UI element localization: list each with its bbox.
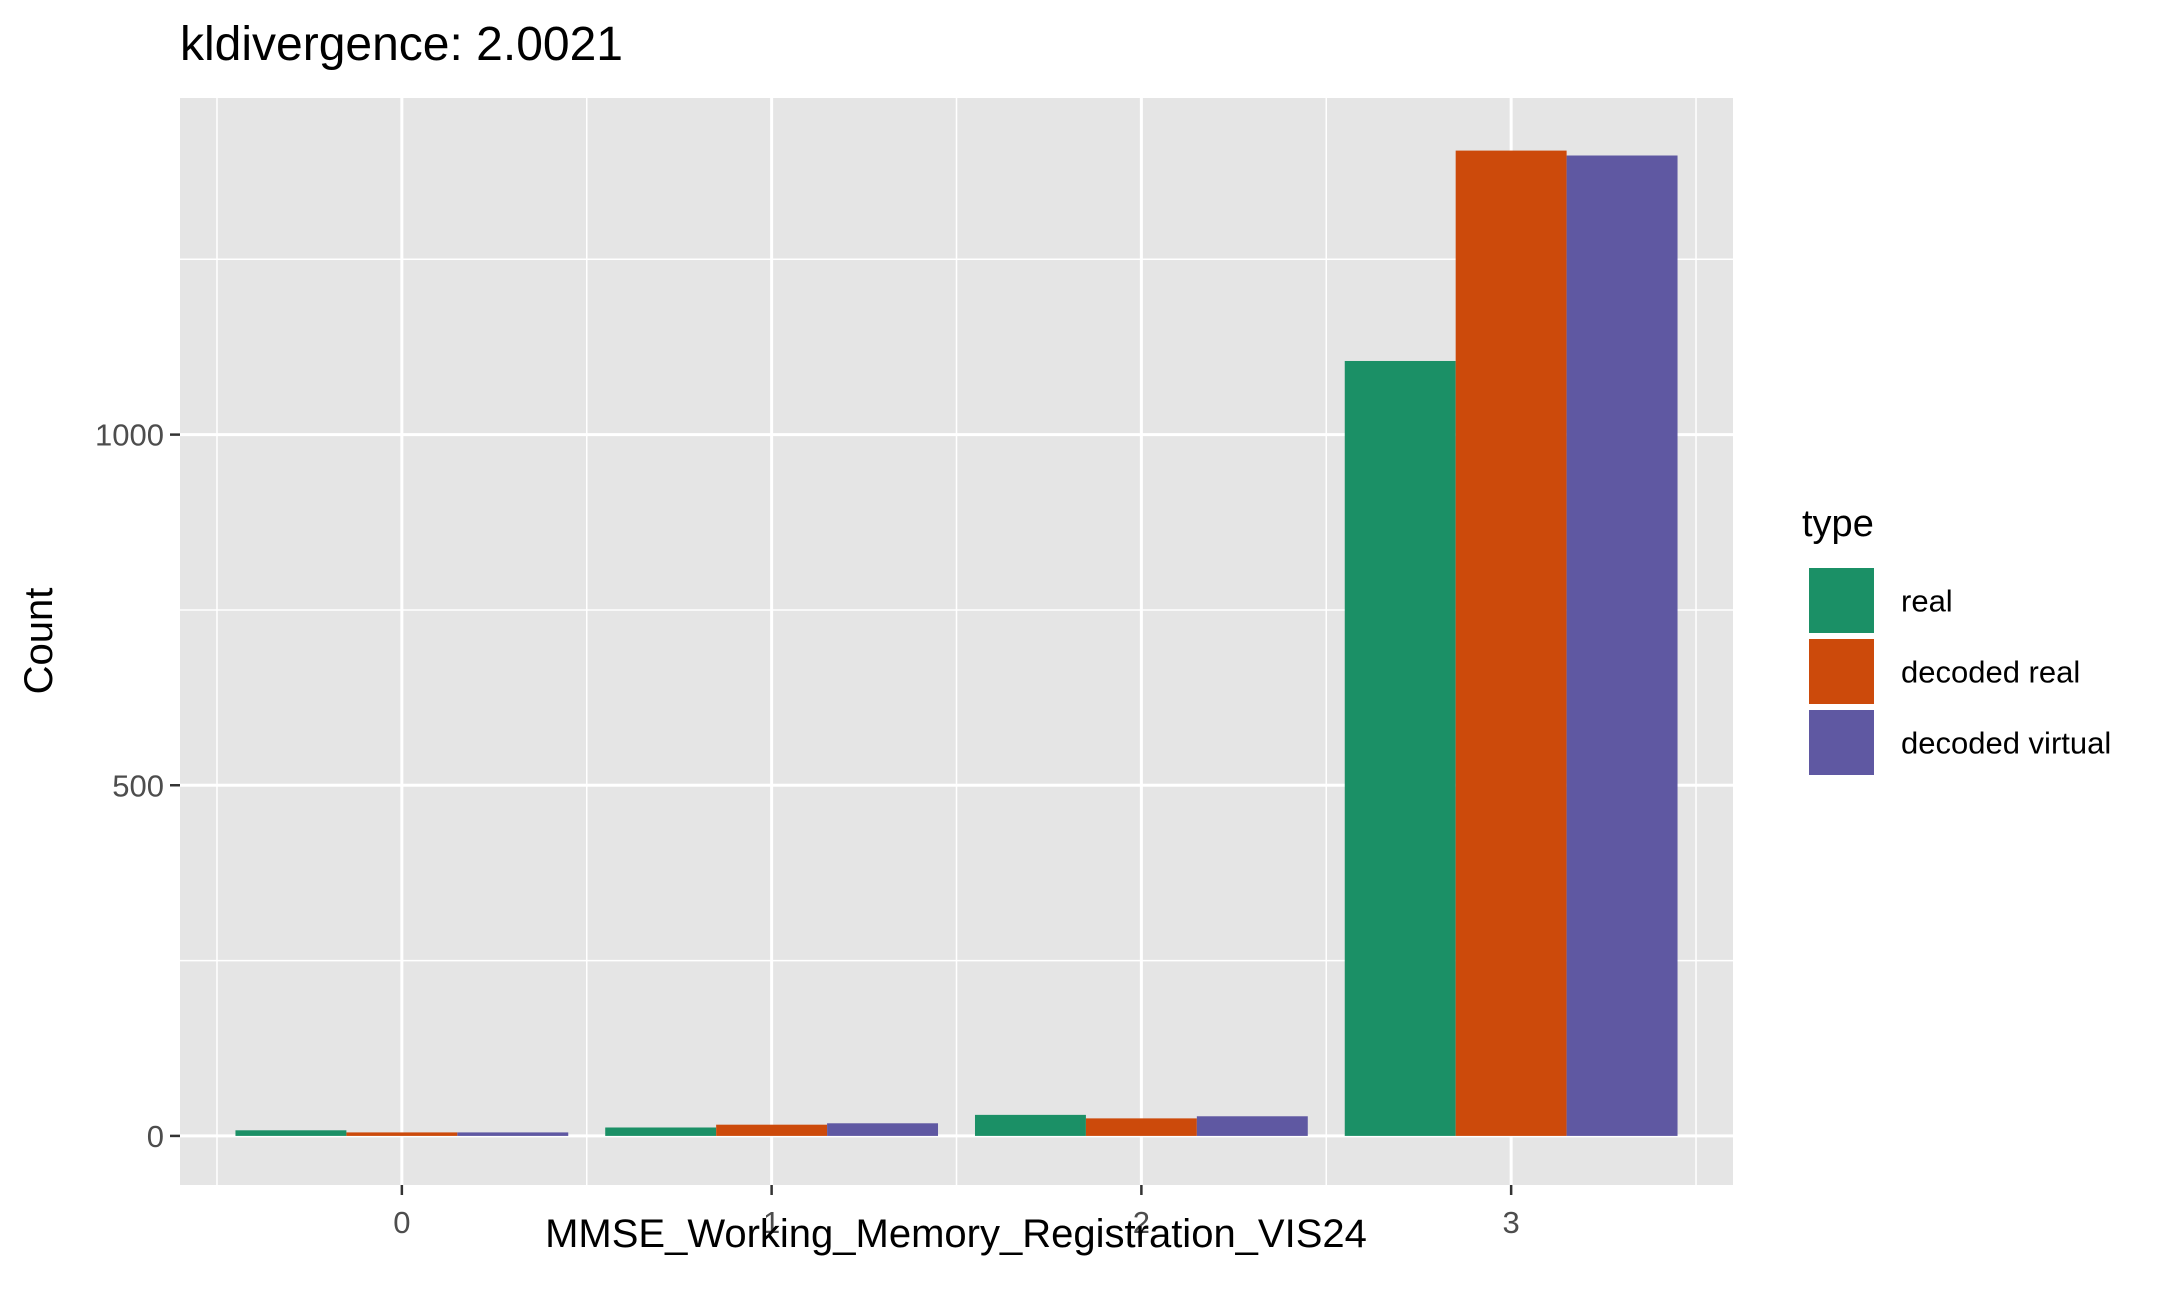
y-axis: 0 500 1000 [95, 418, 180, 1154]
legend-label: decoded real [1901, 655, 2080, 690]
bar-decoded-virtual-3 [1566, 155, 1678, 1136]
bar-real-1 [605, 1127, 717, 1136]
bar-decoded-real-2 [1085, 1118, 1197, 1136]
bars [235, 150, 1678, 1136]
bar-decoded-real-0 [346, 1132, 458, 1136]
legend: type real decoded real decoded virtual [1802, 503, 2111, 777]
y-tick-label: 1000 [95, 418, 164, 453]
legend-key-decoded-real [1807, 637, 1876, 706]
x-tick-label: 1 [763, 1205, 780, 1240]
x-axis: 0 1 2 3 [393, 1185, 1520, 1240]
chart-title: kldivergence: 2.0021 [180, 18, 623, 71]
legend-title: type [1802, 503, 1874, 545]
bar-decoded-real-3 [1455, 150, 1567, 1136]
x-tick-label: 0 [393, 1205, 410, 1240]
legend-label: decoded virtual [1901, 726, 2111, 761]
bar-decoded-virtual-0 [457, 1132, 569, 1136]
bar-real-0 [235, 1130, 347, 1136]
bar-decoded-real-1 [716, 1124, 828, 1136]
y-tick-label: 0 [147, 1119, 164, 1154]
x-axis-title: MMSE_Working_Memory_Registration_VIS24 [545, 1212, 1367, 1256]
x-tick-label: 3 [1503, 1205, 1520, 1240]
legend-key-decoded-virtual [1807, 708, 1876, 777]
y-tick-label: 500 [112, 768, 164, 803]
x-tick-label: 2 [1133, 1205, 1150, 1240]
bar-real-2 [974, 1114, 1086, 1136]
bar-decoded-virtual-1 [827, 1123, 939, 1136]
legend-key-real [1807, 566, 1876, 635]
bar-decoded-virtual-2 [1196, 1116, 1308, 1136]
bar-real-3 [1344, 360, 1456, 1136]
legend-label: real [1901, 584, 1953, 619]
y-axis-title: Count [17, 588, 61, 695]
